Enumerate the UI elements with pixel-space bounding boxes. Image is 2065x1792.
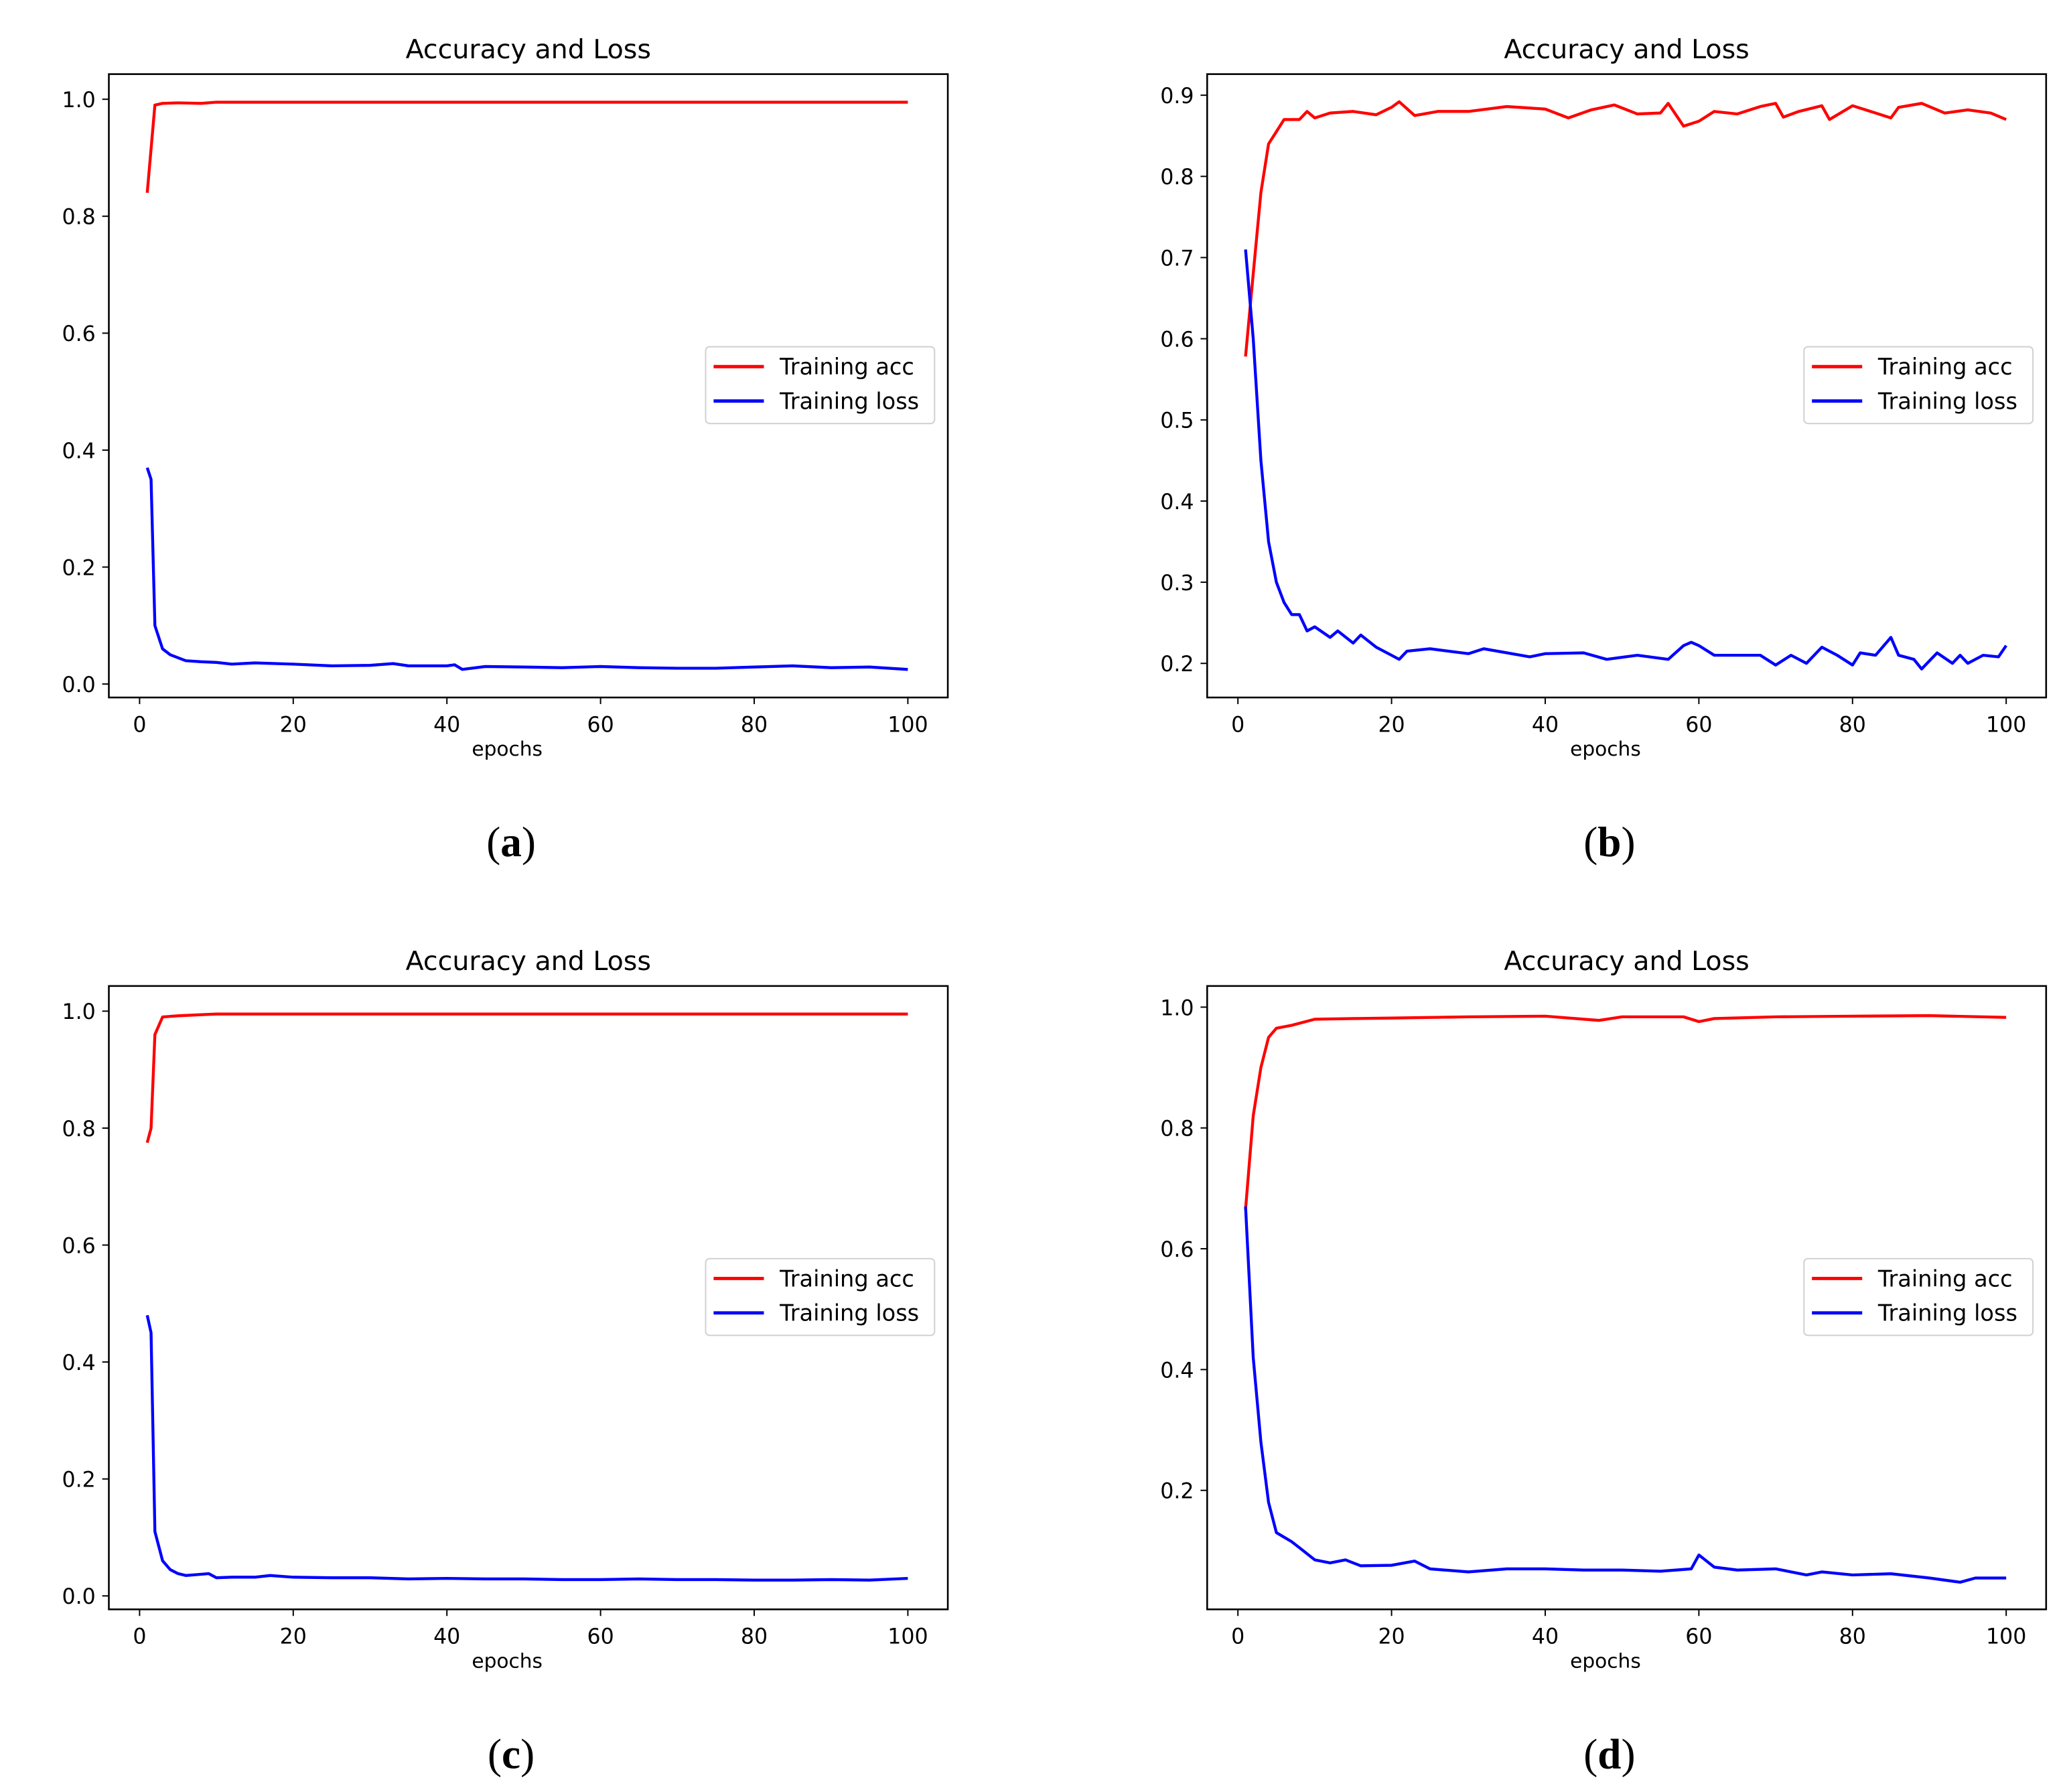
y-tick-label: 1.0 [62, 88, 95, 113]
y-tick-label: 0.9 [1160, 84, 1194, 109]
x-tick-label: 80 [741, 1625, 768, 1649]
x-tick-label: 60 [587, 713, 614, 738]
series-line-training-loss [1244, 249, 2007, 671]
x-tick-label: 60 [587, 1625, 614, 1649]
chart-title: Accuracy and Loss [406, 34, 651, 65]
x-tick-label: 0 [133, 713, 146, 738]
panel-letter: b [1597, 819, 1621, 866]
plot-area-frame [108, 985, 949, 1610]
x-tick-label: 20 [1378, 1625, 1405, 1649]
y-tick-label: 0.8 [62, 1117, 95, 1142]
chart-title: Accuracy and Loss [1504, 946, 1749, 977]
series-line-training-loss [145, 1314, 908, 1582]
y-tick-label: 0.2 [62, 1468, 95, 1493]
series-line-training-acc [1244, 1014, 2007, 1210]
y-tick-label: 0.8 [1160, 165, 1194, 190]
legend-label: Training loss [1877, 1300, 2017, 1326]
y-tick-label: 0.4 [62, 1351, 95, 1375]
x-tick-label: 80 [741, 713, 768, 738]
chart-panel-d: Accuracy and Loss 0 20 40 60 80 100 0.2 0.4 0.6 0.… [1160, 946, 2048, 1777]
plot-area-frame [108, 73, 949, 699]
y-tick-label: 0.6 [62, 322, 95, 346]
x-tick-label: 20 [280, 1625, 307, 1649]
y-tick-label: 0.0 [62, 673, 95, 697]
x-tick-label: 0 [1231, 1625, 1244, 1649]
x-tick-label: 60 [1685, 1625, 1712, 1649]
x-tick-label: 80 [1839, 713, 1866, 738]
chart-panel-b: Accuracy and Loss 0 20 40 60 80 100 0.2 0.3 0.4 0.… [1160, 34, 2048, 866]
panel-letter: c [502, 1730, 520, 1777]
panel-letter: a [500, 819, 522, 866]
legend-label: Training acc [1877, 1265, 2013, 1292]
x-tick-label: 0 [1231, 713, 1244, 738]
chart-title: Accuracy and Loss [1504, 34, 1749, 65]
y-tick-label: 0.0 [62, 1585, 95, 1609]
x-axis-label: epochs [1570, 1649, 1641, 1672]
x-tick-label: 40 [433, 1625, 460, 1649]
legend-label: Training acc [779, 354, 914, 380]
panel-label: (d) [1583, 1730, 1635, 1777]
series-line-training-acc [145, 1012, 908, 1144]
x-tick-label: 100 [1986, 1625, 2026, 1649]
series-line-training-acc [145, 100, 908, 194]
x-tick-label: 60 [1685, 713, 1712, 738]
y-tick-label: 0.8 [62, 206, 95, 230]
y-tick-label: 1.0 [1160, 996, 1194, 1020]
panel-label: (c) [488, 1730, 535, 1777]
y-tick-label: 0.5 [1160, 409, 1194, 433]
y-tick-label: 0.2 [1160, 652, 1194, 677]
y-tick-label: 0.4 [62, 439, 95, 464]
y-tick-label: 0.2 [1160, 1480, 1194, 1504]
y-tick-label: 0.4 [1160, 490, 1194, 514]
chart-title: Accuracy and Loss [406, 946, 651, 977]
chart-panel-c: Accuracy and Loss 0 20 40 60 80 100 0.0 0.2 0.4 0.… [62, 946, 949, 1777]
x-tick-label: 100 [887, 1625, 928, 1649]
y-tick-label: 0.4 [1160, 1359, 1194, 1383]
x-tick-label: 20 [1378, 713, 1405, 738]
y-tick-label: 0.7 [1160, 247, 1194, 271]
panel-letter: d [1597, 1730, 1621, 1777]
x-tick-label: 0 [133, 1625, 146, 1649]
y-tick-label: 0.8 [1160, 1117, 1194, 1142]
y-tick-label: 0.6 [1160, 1238, 1194, 1262]
x-tick-label: 40 [1532, 1625, 1559, 1649]
x-tick-label: 20 [280, 713, 307, 738]
y-tick-label: 0.2 [62, 556, 95, 580]
x-tick-label: 100 [887, 713, 928, 738]
x-tick-label: 40 [433, 713, 460, 738]
y-tick-label: 1.0 [62, 1000, 95, 1024]
series-line-training-loss [1244, 1206, 2007, 1584]
series-line-training-acc [1244, 100, 2007, 357]
legend: Training acc Training loss [1803, 346, 2034, 425]
legend: Training acc Training loss [705, 346, 936, 425]
legend: Training acc Training loss [1803, 1257, 2034, 1336]
legend-label: Training loss [779, 388, 919, 414]
panel-label: (b) [1583, 819, 1635, 866]
y-tick-label: 0.3 [1160, 571, 1194, 596]
series-line-training-loss [145, 467, 908, 671]
legend-label: Training acc [1877, 354, 2013, 380]
plot-area-frame [1206, 73, 2048, 699]
panel-label: (a) [486, 819, 536, 866]
x-axis-label: epochs [1570, 737, 1641, 760]
legend-label: Training acc [779, 1265, 914, 1292]
chart-panel-a: Accuracy and Loss 0 20 40 60 80 100 0.0 0.2 0.4 0.… [62, 34, 949, 866]
legend-label: Training loss [779, 1300, 919, 1326]
legend-label: Training loss [1877, 388, 2017, 414]
y-tick-label: 0.6 [62, 1234, 95, 1258]
y-tick-label: 0.6 [1160, 328, 1194, 352]
plot-area-frame [1206, 985, 2048, 1610]
x-axis-label: epochs [472, 737, 543, 760]
x-tick-label: 100 [1986, 713, 2026, 738]
x-tick-label: 80 [1839, 1625, 1866, 1649]
x-axis-label: epochs [472, 1649, 543, 1672]
x-tick-label: 40 [1532, 713, 1559, 738]
legend: Training acc Training loss [705, 1257, 936, 1336]
